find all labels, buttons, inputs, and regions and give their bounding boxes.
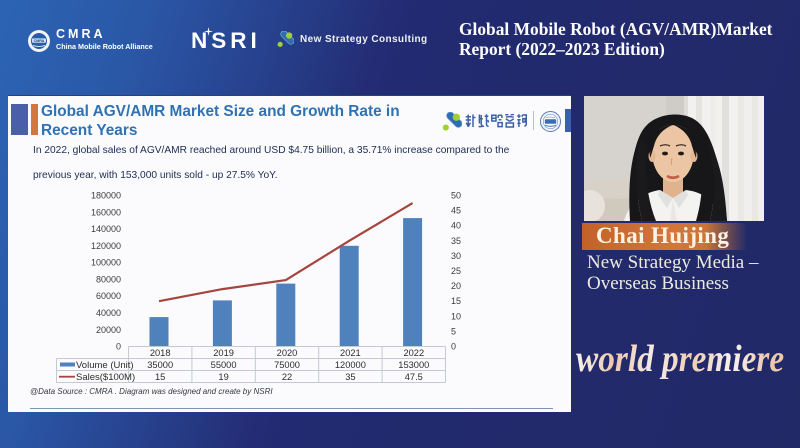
svg-text:2020: 2020 xyxy=(277,348,298,358)
svg-text:40: 40 xyxy=(451,221,461,231)
svg-text:47.5: 47.5 xyxy=(405,372,423,382)
svg-text:5: 5 xyxy=(451,326,456,336)
svg-text:55000: 55000 xyxy=(211,360,237,370)
svg-text:2018: 2018 xyxy=(150,348,171,358)
svg-text:120000: 120000 xyxy=(335,360,366,370)
svg-text:0: 0 xyxy=(451,342,456,352)
svg-text:75000: 75000 xyxy=(274,360,300,370)
svg-text:25: 25 xyxy=(451,266,461,276)
svg-text:20000: 20000 xyxy=(96,325,121,335)
svg-text:35: 35 xyxy=(451,236,461,246)
svg-text:2019: 2019 xyxy=(213,348,234,358)
svg-text:15: 15 xyxy=(155,372,165,382)
svg-text:19: 19 xyxy=(218,372,228,382)
svg-text:45: 45 xyxy=(451,206,461,216)
svg-text:0: 0 xyxy=(116,342,121,352)
svg-text:Volume (Unit): Volume (Unit) xyxy=(76,360,134,371)
svg-text:180000: 180000 xyxy=(91,191,121,201)
svg-text:50: 50 xyxy=(451,191,461,201)
svg-text:80000: 80000 xyxy=(96,274,121,284)
svg-text:160000: 160000 xyxy=(91,207,121,217)
svg-text:40000: 40000 xyxy=(96,308,121,318)
svg-text:20: 20 xyxy=(451,281,461,291)
svg-text:30: 30 xyxy=(451,251,461,261)
svg-text:CMRA: CMRA xyxy=(34,39,45,43)
svg-text:Sales($100M): Sales($100M) xyxy=(76,372,135,383)
svg-text:100000: 100000 xyxy=(91,258,121,268)
svg-text:2021: 2021 xyxy=(340,348,361,358)
svg-text:2022: 2022 xyxy=(403,348,424,358)
svg-text:10: 10 xyxy=(451,311,461,321)
svg-text:35: 35 xyxy=(345,372,355,382)
svg-text:120000: 120000 xyxy=(91,241,121,251)
svg-text:60000: 60000 xyxy=(96,291,121,301)
svg-text:15: 15 xyxy=(451,296,461,306)
svg-text:22: 22 xyxy=(282,372,292,382)
svg-text:140000: 140000 xyxy=(91,224,121,234)
svg-text:153000: 153000 xyxy=(398,360,429,370)
svg-text:35000: 35000 xyxy=(147,360,173,370)
